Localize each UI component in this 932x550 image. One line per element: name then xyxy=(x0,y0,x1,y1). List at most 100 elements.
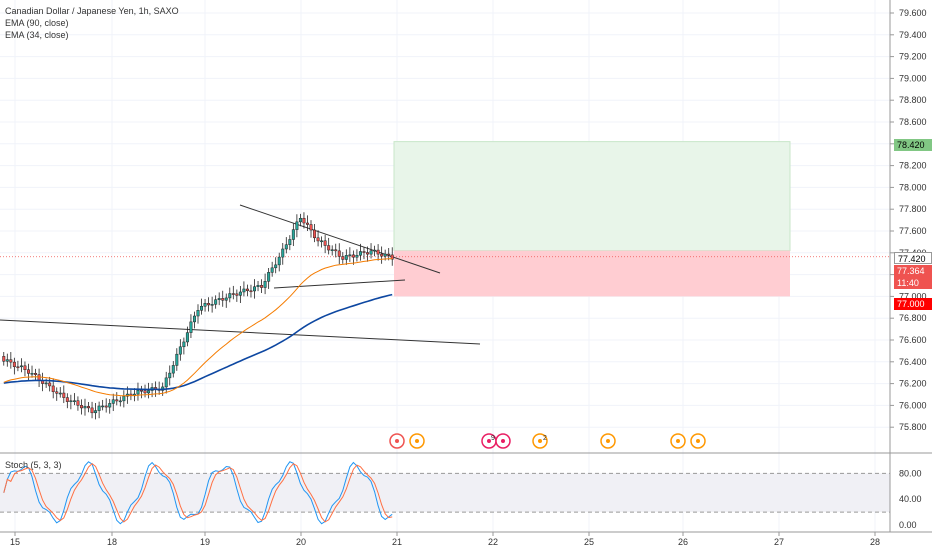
candle-body xyxy=(228,293,232,299)
candle-body xyxy=(298,217,302,223)
candle-body xyxy=(16,366,20,369)
event-marker-dot xyxy=(501,439,505,443)
candle-body xyxy=(147,390,151,394)
candle-body xyxy=(108,403,112,408)
candle-body xyxy=(362,251,366,253)
candle-body xyxy=(83,406,87,409)
event-marker-dot xyxy=(696,439,700,443)
candle-body xyxy=(207,303,211,306)
candle-body xyxy=(140,389,143,392)
event-marker-dot xyxy=(676,439,680,443)
price-tick-label: 77.800 xyxy=(899,204,927,214)
price-tick-label: 79.600 xyxy=(899,8,927,18)
price-tick-label: 76.800 xyxy=(899,313,927,323)
candle-body xyxy=(23,365,27,370)
candle-body xyxy=(383,253,387,257)
candle-body xyxy=(101,405,105,408)
event-markers xyxy=(389,433,706,449)
price-tick-label: 76.400 xyxy=(899,357,927,367)
candle-body xyxy=(9,359,13,363)
countdown-label: 11:40 xyxy=(894,277,932,289)
candle-body xyxy=(2,356,6,362)
symbol-title[interactable]: Canadian Dollar / Japanese Yen, 1h, SAXO xyxy=(5,6,179,16)
time-tick-label: 18 xyxy=(107,537,117,547)
event-marker-dot xyxy=(487,439,491,443)
candle-body xyxy=(274,264,278,269)
candle-body xyxy=(94,410,98,414)
last-price-label: 77.364 xyxy=(894,265,932,277)
candle-body xyxy=(380,253,384,257)
candle-body xyxy=(309,224,313,231)
candle-body xyxy=(337,250,341,257)
loss-zone xyxy=(394,250,790,297)
event-marker-dot xyxy=(538,439,542,443)
candle-body xyxy=(44,382,48,385)
candle-body xyxy=(143,390,147,394)
trend-line-upper xyxy=(239,204,441,274)
stoch-legend[interactable]: Stoch (5, 3, 3) xyxy=(5,460,62,470)
candle-body xyxy=(291,229,295,240)
event-marker-dot xyxy=(415,439,419,443)
candle-body xyxy=(281,248,285,258)
candle-body xyxy=(323,240,327,246)
candle-body xyxy=(76,400,80,406)
ema90-legend[interactable]: EMA (90, close) xyxy=(5,18,69,28)
stoch-tick-label: 80.00 xyxy=(899,468,922,478)
candle-body xyxy=(115,399,119,402)
candle-body xyxy=(12,361,16,368)
candle-body xyxy=(87,406,91,409)
candle-body xyxy=(182,341,186,348)
candle-body xyxy=(295,221,299,230)
time-tick-label: 21 xyxy=(392,537,402,547)
stoch-band xyxy=(0,473,890,513)
candle-body xyxy=(256,285,260,287)
price-tick-label: 78.600 xyxy=(899,117,927,127)
time-tick-label: 26 xyxy=(678,537,688,547)
candle-body xyxy=(221,298,225,301)
candle-body xyxy=(355,254,359,258)
candle-body xyxy=(231,293,235,295)
time-tick-label: 15 xyxy=(10,537,20,547)
candle-body xyxy=(171,365,175,374)
candle-body xyxy=(288,239,292,245)
candle-body xyxy=(203,303,207,307)
candle-body xyxy=(69,400,73,403)
candle-body xyxy=(334,249,338,252)
trend-line-long xyxy=(0,319,481,345)
candle-body xyxy=(97,405,101,411)
time-tick-label: 19 xyxy=(200,537,210,547)
entry-price-label: 77.420 xyxy=(894,252,932,264)
candle-body xyxy=(178,346,182,355)
price-tick-label: 78.200 xyxy=(899,161,927,171)
candle-body xyxy=(214,299,218,305)
price-tick-label: 77.600 xyxy=(899,226,927,236)
price-tick-label: 76.600 xyxy=(899,335,927,345)
candle-body xyxy=(104,405,108,408)
target-price-label: 78.420 xyxy=(894,139,932,151)
event-count: 2 xyxy=(543,435,547,442)
price-tick-label: 79.000 xyxy=(899,73,927,83)
candle-body xyxy=(118,400,122,403)
candle-body xyxy=(192,315,196,323)
candle-body xyxy=(235,293,239,296)
candle-body xyxy=(5,359,9,362)
candle-body xyxy=(316,237,320,242)
candle-body xyxy=(58,392,62,395)
ema34-legend[interactable]: EMA (34, close) xyxy=(5,30,69,40)
event-marker-dot xyxy=(395,439,399,443)
ema34-line xyxy=(3,258,393,397)
stop-price-label: 77.000 xyxy=(894,298,932,310)
candle-body xyxy=(302,217,306,224)
candle-body xyxy=(168,372,172,379)
candle-body xyxy=(19,365,23,368)
candles xyxy=(2,212,394,420)
candle-body xyxy=(320,240,324,243)
trend-line-lower xyxy=(273,279,406,289)
chart-legend: Canadian Dollar / Japanese Yen, 1h, SAXO… xyxy=(5,5,179,41)
candle-body xyxy=(164,377,168,388)
candle-body xyxy=(189,321,193,333)
candle-body xyxy=(62,392,66,398)
candle-body xyxy=(369,250,373,255)
event-count: 9 xyxy=(491,435,495,442)
